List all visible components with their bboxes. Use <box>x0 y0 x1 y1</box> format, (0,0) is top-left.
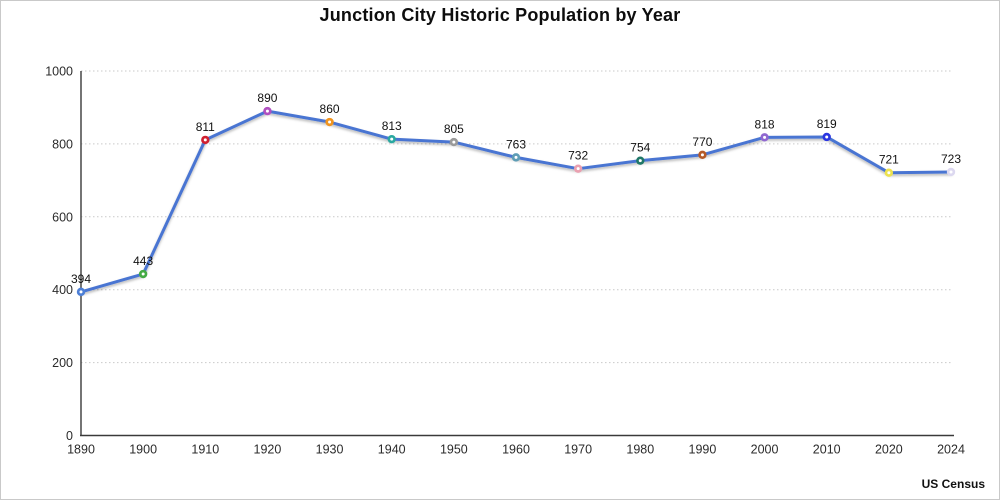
x-tick-label: 2020 <box>875 443 903 457</box>
y-tick-label: 800 <box>52 137 73 151</box>
y-tick-label: 1000 <box>45 65 73 79</box>
data-label: 763 <box>506 137 526 151</box>
data-label: 394 <box>71 272 91 286</box>
x-tick-label: 1900 <box>129 443 157 457</box>
x-tick-label: 1970 <box>564 443 592 457</box>
data-point-center <box>700 153 704 157</box>
data-point-center <box>638 159 642 163</box>
axes: 1890 1900 1910 1920 1930 1940 1950 1960 1970 1980… <box>67 71 965 457</box>
data-point-center <box>328 120 332 124</box>
x-tick-label: 1950 <box>440 443 468 457</box>
data-point-center <box>825 135 829 139</box>
x-tick-label: 2000 <box>751 443 779 457</box>
data-label: 732 <box>568 149 588 163</box>
x-tick-label: 1930 <box>316 443 344 457</box>
y-tick-label: 0 <box>66 429 73 443</box>
data-label: 813 <box>382 119 402 133</box>
data-point-center <box>887 171 891 175</box>
data-label: 811 <box>196 120 215 134</box>
y-tick-label: 200 <box>52 356 73 370</box>
y-tick-label: 400 <box>52 283 73 297</box>
x-tick-label: 1990 <box>689 443 717 457</box>
data-label: 721 <box>879 153 899 167</box>
data-label: 770 <box>692 135 712 149</box>
chart-title: Junction City Historic Population by Yea… <box>319 5 681 25</box>
gridlines: 0 200 400 600 800 1000 <box>45 65 951 443</box>
data-point-center <box>141 272 145 276</box>
data-point-center <box>763 135 767 139</box>
data-point-center <box>203 138 207 142</box>
series-population <box>76 106 956 297</box>
x-tick-label: 1920 <box>254 443 282 457</box>
data-point-center <box>949 170 953 174</box>
data-point-center <box>79 290 83 294</box>
x-tick-label: 1940 <box>378 443 406 457</box>
x-tick-label: 1960 <box>502 443 530 457</box>
data-label: 819 <box>817 117 837 131</box>
y-tick-label: 600 <box>52 210 73 224</box>
data-label: 890 <box>257 91 277 105</box>
data-point-center <box>514 155 518 159</box>
data-point-center <box>452 140 456 144</box>
data-label: 723 <box>941 152 961 166</box>
x-tick-label: 1910 <box>191 443 219 457</box>
source-label: US Census <box>921 477 985 491</box>
data-label: 818 <box>755 117 775 131</box>
data-point-center <box>265 109 269 113</box>
x-tick-label: 1890 <box>67 443 95 457</box>
data-point-center <box>576 167 580 171</box>
data-label: 443 <box>133 254 153 268</box>
x-tick-label: 2010 <box>813 443 841 457</box>
data-point-center <box>390 137 394 141</box>
data-label: 754 <box>630 141 650 155</box>
data-label: 860 <box>320 102 340 116</box>
data-label: 805 <box>444 122 464 136</box>
x-tick-label: 2024 <box>937 443 965 457</box>
x-tick-label: 1980 <box>626 443 654 457</box>
data-labels: 394 443 811 890 860 813 805 763 732 754 770 818 819 7… <box>71 91 961 286</box>
